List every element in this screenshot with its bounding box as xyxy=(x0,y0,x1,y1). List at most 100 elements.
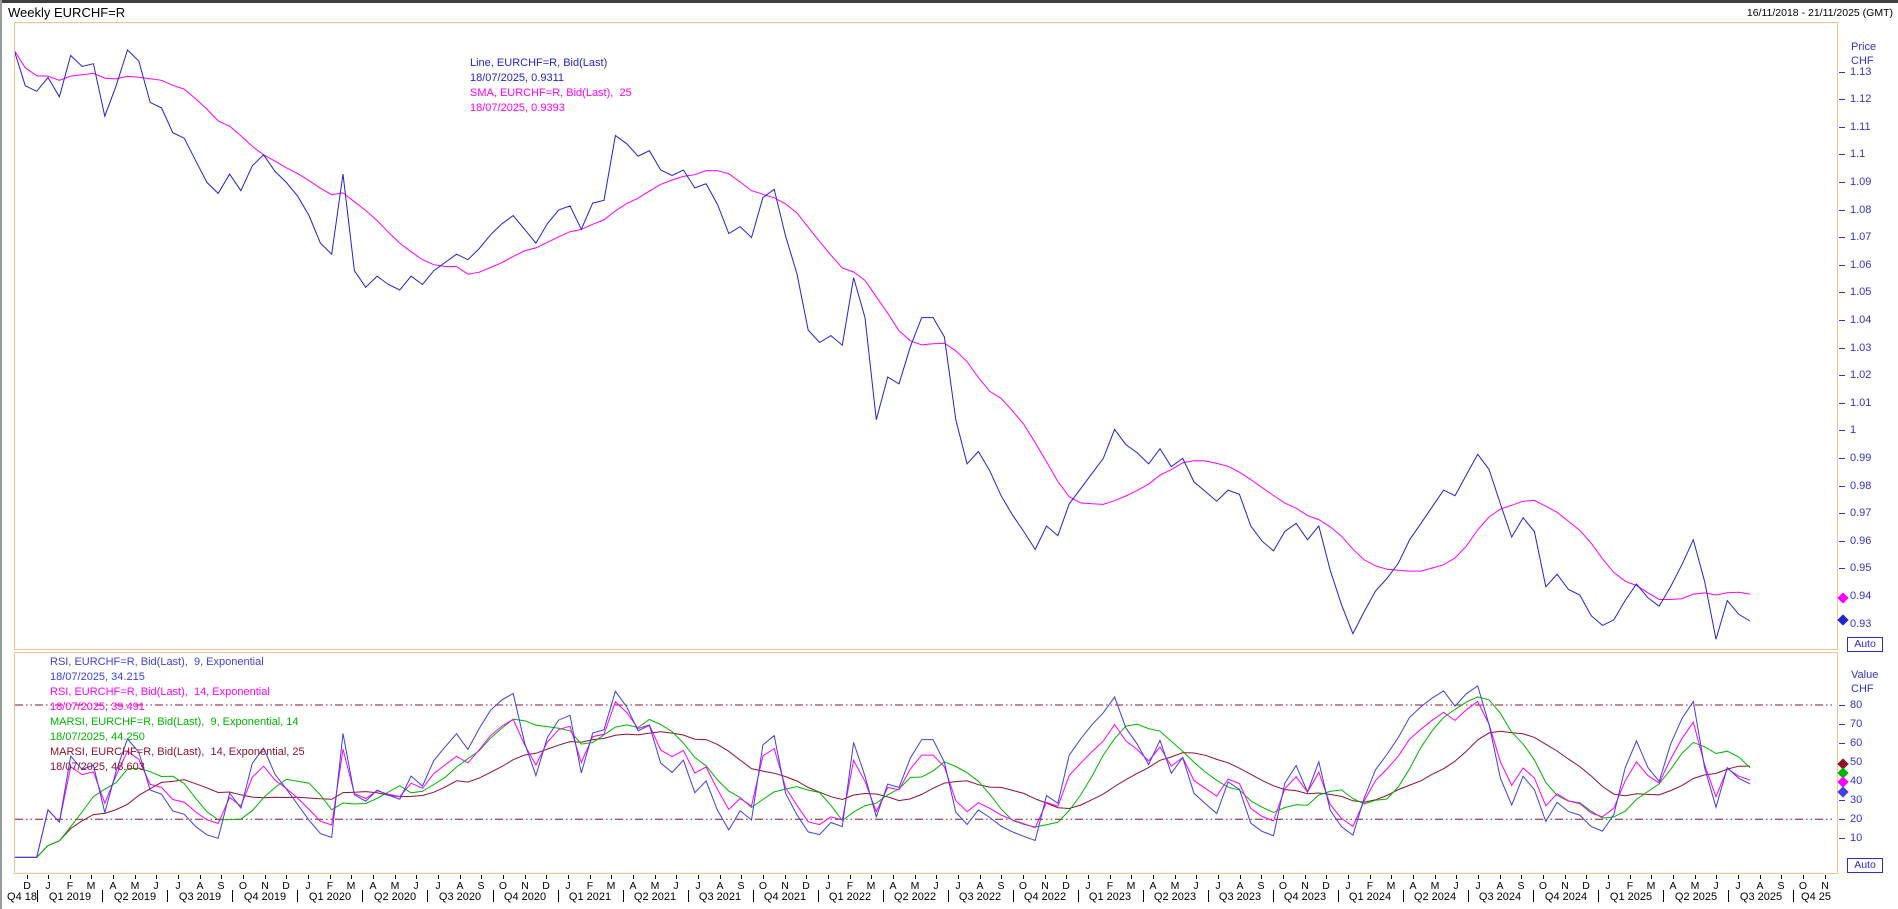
month-label: F xyxy=(326,880,334,892)
month-label: J xyxy=(305,880,311,892)
month-label: F xyxy=(1366,880,1374,892)
month-tick xyxy=(70,875,71,879)
rsi-axis-title-line1: Value xyxy=(1851,669,1879,681)
price-panel[interactable] xyxy=(14,22,1838,650)
month-tick xyxy=(265,875,266,879)
month-label: J xyxy=(955,880,961,892)
month-label: D xyxy=(1582,880,1590,892)
month-tick xyxy=(633,875,634,879)
chart-title: Weekly EURCHF=R xyxy=(8,5,126,20)
month-tick xyxy=(936,875,937,879)
legend-row: Line, EURCHF=R, Bid(Last) xyxy=(470,57,608,69)
month-label: M xyxy=(866,880,876,892)
month-tick xyxy=(1153,875,1154,879)
axis-tick-label: 1.02 xyxy=(1850,369,1872,381)
quarter-label: Q2 2020 xyxy=(373,891,417,903)
legend-row: 18/07/2025, 48.603 xyxy=(50,761,145,773)
month-label: O xyxy=(238,880,248,892)
month-tick xyxy=(1716,875,1717,879)
month-tick xyxy=(1781,875,1782,879)
last-value-marker-diamond xyxy=(1837,786,1849,798)
axis-tick-label: 1.06 xyxy=(1850,259,1872,271)
quarter-label: Q2 2023 xyxy=(1153,891,1197,903)
axis-tick-label: 1 xyxy=(1850,424,1857,436)
month-label: S xyxy=(1777,880,1785,892)
quarter-label: Q3 2025 xyxy=(1739,891,1783,903)
month-tick xyxy=(221,875,222,879)
month-tick xyxy=(525,875,526,879)
month-label: M xyxy=(1430,880,1440,892)
month-label: J xyxy=(825,880,831,892)
axis-tick xyxy=(1839,127,1845,128)
month-tick xyxy=(1543,875,1544,879)
quarter-label: Q4 2019 xyxy=(243,891,287,903)
month-label: J xyxy=(153,880,159,892)
month-label: J xyxy=(1713,880,1719,892)
month-tick xyxy=(1500,875,1501,879)
axis-tick xyxy=(1839,72,1845,73)
axis-tick-label: 80 xyxy=(1850,699,1863,711)
month-label: S xyxy=(217,880,225,892)
month-label: A xyxy=(369,880,377,892)
quarter-separator xyxy=(688,890,689,902)
axis-tick-label: 1.07 xyxy=(1850,231,1872,243)
month-tick xyxy=(113,875,114,879)
month-tick xyxy=(1478,875,1479,879)
axis-tick xyxy=(1839,403,1845,404)
month-tick xyxy=(980,875,981,879)
month-label: A xyxy=(716,880,724,892)
month-label: O xyxy=(498,880,508,892)
axis-tick-label: 1.05 xyxy=(1850,286,1872,298)
quarter-label: Q3 2022 xyxy=(958,891,1002,903)
quarter-separator xyxy=(1403,890,1404,902)
quarter-label: Q1 2025 xyxy=(1609,891,1653,903)
month-tick xyxy=(676,875,677,879)
axis-tick-label: 1.08 xyxy=(1850,204,1872,216)
month-label: A xyxy=(1756,880,1764,892)
quarter-label: Q2 2024 xyxy=(1413,891,1457,903)
month-label: M xyxy=(606,880,616,892)
quarter-label: Q2 2022 xyxy=(893,891,937,903)
month-tick xyxy=(1760,875,1761,879)
axis-tick-label: 0.97 xyxy=(1850,507,1872,519)
quarter-separator xyxy=(102,890,103,902)
price-legend: Line, EURCHF=R, Bid(Last) 18/07/2025, 0.9… xyxy=(470,56,632,116)
month-tick xyxy=(763,875,764,879)
month-tick xyxy=(27,875,28,879)
axis-tick-label: 60 xyxy=(1850,737,1863,749)
rsi-legend: RSI, EURCHF=R, Bid(Last), 9, Exponential… xyxy=(50,655,305,775)
rsi-panel[interactable] xyxy=(14,652,1838,874)
legend-row: RSI, EURCHF=R, Bid(Last), 14, Exponentia… xyxy=(50,686,270,698)
month-label: A xyxy=(109,880,117,892)
price-plot-area[interactable] xyxy=(15,23,1835,647)
rsi-plot-area[interactable] xyxy=(15,653,1835,871)
price-axis-auto-button[interactable]: Auto xyxy=(1847,637,1883,652)
quarter-separator xyxy=(623,890,624,902)
month-label: A xyxy=(196,880,204,892)
month-tick xyxy=(286,875,287,879)
axis-tick xyxy=(1839,724,1845,725)
month-tick xyxy=(1435,875,1436,879)
axis-tick xyxy=(1839,348,1845,349)
month-tick xyxy=(1651,875,1652,879)
date-range-label: 16/11/2018 - 21/11/2025 (GMT) xyxy=(1746,7,1893,19)
axis-tick xyxy=(1839,237,1845,238)
month-label: N xyxy=(1561,880,1569,892)
quarter-separator xyxy=(1598,890,1599,902)
price-series-path xyxy=(15,48,1751,640)
quarter-label: Q3 2020 xyxy=(438,891,482,903)
month-tick xyxy=(785,875,786,879)
axis-tick-label: 1.03 xyxy=(1850,342,1872,354)
quarter-separator xyxy=(1143,890,1144,902)
rsi-axis-auto-button[interactable]: Auto xyxy=(1847,858,1883,873)
month-label: J xyxy=(933,880,939,892)
month-tick xyxy=(1088,875,1089,879)
legend-row: 18/07/2025, 0.9393 xyxy=(470,102,565,114)
month-label: M xyxy=(1646,880,1656,892)
month-label: A xyxy=(1496,880,1504,892)
axis-tick xyxy=(1839,800,1845,801)
month-label: A xyxy=(1149,880,1157,892)
quarter-label: Q4 2020 xyxy=(503,891,547,903)
month-tick xyxy=(1565,875,1566,879)
month-label: S xyxy=(997,880,1005,892)
